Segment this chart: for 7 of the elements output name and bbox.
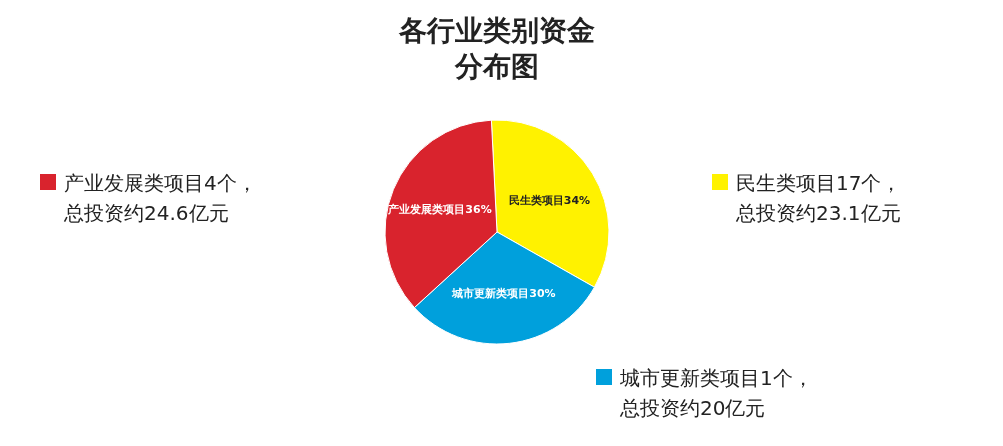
data-label: 民生类项目34% [508,193,591,207]
data-label: 产业发展类项目36% [387,202,492,216]
legend-label: 产业发展类项目4个，总投资约24.6亿元 [63,171,257,225]
chart-title: 各行业类别资金分布图 [398,14,595,83]
data-label: 城市更新类项目30% [451,287,556,301]
legend-label: 城市更新类项目1个，总投资约20亿元 [619,366,813,420]
legend-label: 民生类项目17个，总投资约23.1亿元 [735,171,902,225]
